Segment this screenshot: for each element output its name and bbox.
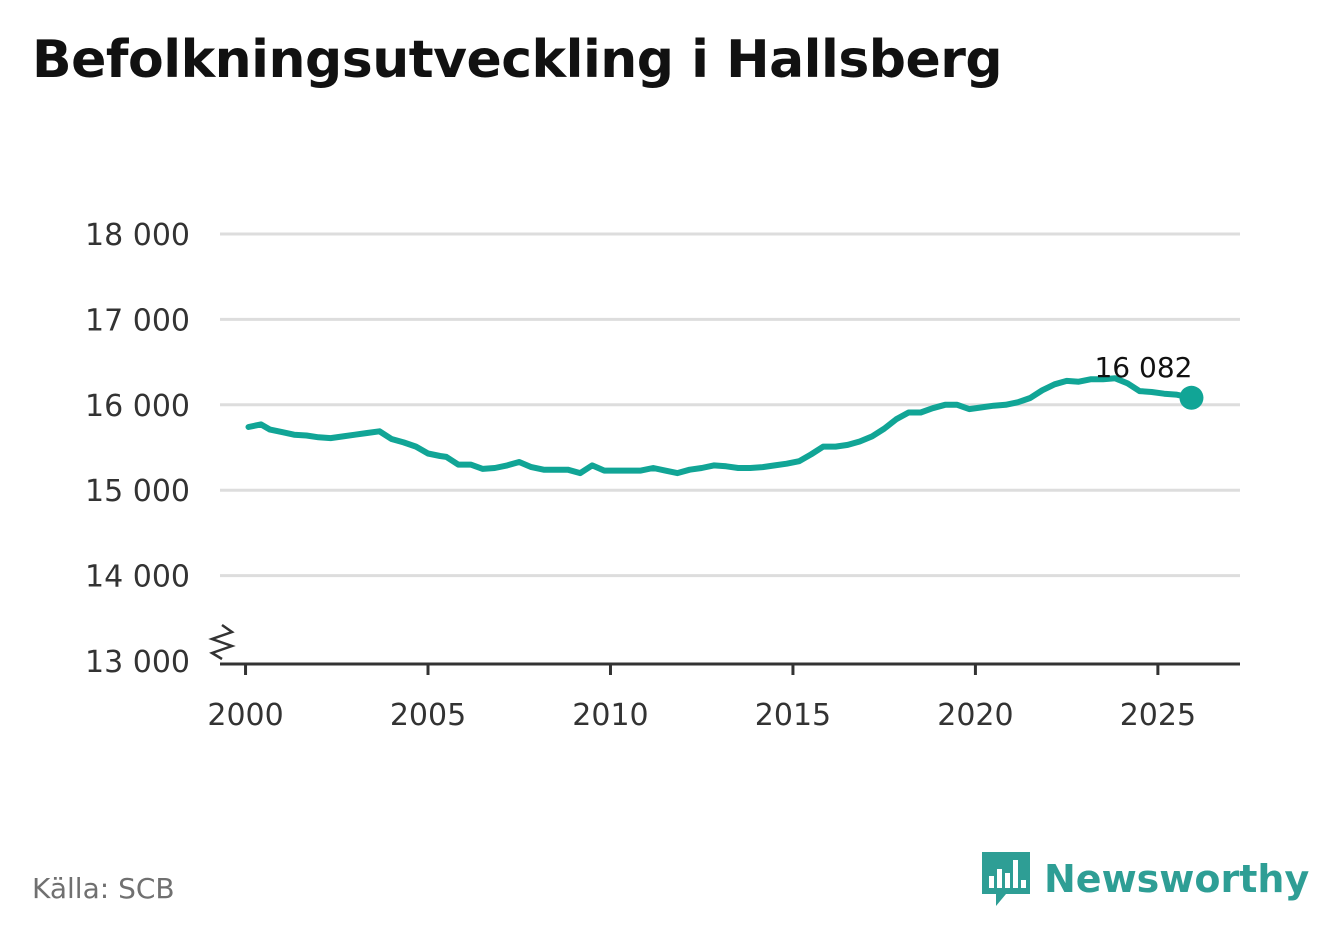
x-tick-label: 2020 (937, 698, 1013, 733)
last-value-label: 16 082 (1094, 351, 1192, 384)
y-tick-label: 18 000 (85, 218, 190, 253)
x-tick-label: 2025 (1120, 698, 1196, 733)
y-tick-label: 13 000 (85, 645, 190, 680)
y-axis: 13 000 14 000 15 000 16 000 17 000 18 000 (85, 218, 236, 680)
last-point-marker (1179, 385, 1204, 410)
newsworthy-logo[interactable]: Newsworthy (980, 848, 1309, 910)
source-note: Källa: SCB (32, 872, 175, 905)
y-tick-label: 17 000 (85, 303, 190, 338)
brand-name: Newsworthy (1044, 857, 1310, 901)
plot-area: 16 082 (245, 351, 1204, 477)
x-tick-label: 2010 (572, 698, 648, 733)
x-tick-label: 2015 (755, 698, 831, 733)
axis-break-icon (208, 623, 236, 661)
x-tick-label: 2000 (207, 698, 283, 733)
y-tick-label: 14 000 (85, 560, 190, 595)
x-axis-labels: 2000 2005 2010 2015 2020 2025 (207, 698, 1196, 733)
bar-chart-speech-bubble-icon (982, 852, 1030, 906)
series-line-hallsberg (245, 375, 1195, 477)
chart-title: Befolkningsutveckling i Hallsberg (32, 30, 1003, 90)
y-tick-label: 15 000 (85, 474, 190, 509)
x-tick-label: 2005 (390, 698, 466, 733)
x-axis (220, 662, 1240, 675)
gridlines (220, 232, 1240, 578)
y-tick-label: 16 000 (85, 389, 190, 424)
